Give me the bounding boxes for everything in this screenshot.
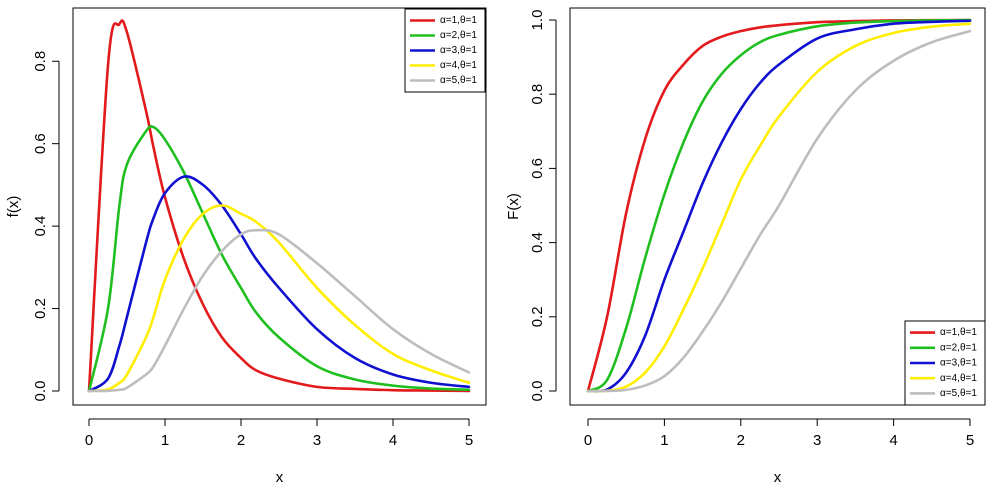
x-tick-label: 5 — [465, 432, 473, 449]
legend-label: α=5,θ=1 — [940, 388, 977, 399]
legend: α=1,θ=1 α=2,θ=1 α=3,θ=1 α=4,θ=1 α=5,θ=1 — [404, 8, 486, 93]
y-tick-label: 0.6 — [32, 133, 49, 154]
legend-label: α=2,θ=1 — [440, 30, 477, 41]
x-tick-label: 0 — [584, 432, 592, 449]
y-tick-label: 0.0 — [529, 381, 546, 402]
y-tick-label: 0.4 — [32, 216, 49, 237]
x-axis: 0 1 2 3 4 5 — [584, 418, 974, 449]
y-axis-title: f(x) — [5, 196, 22, 218]
y-tick-label: 0.6 — [529, 158, 546, 179]
series-line-5 — [586, 29, 972, 393]
legend-label: α=5,θ=1 — [440, 75, 477, 86]
series-line-4 — [586, 22, 972, 393]
x-tick-label: 1 — [161, 432, 169, 449]
legend-label: α=4,θ=1 — [440, 60, 477, 71]
legend: α=1,θ=1 α=2,θ=1 α=3,θ=1 α=4,θ=1 α=5,θ=1 — [904, 320, 986, 406]
series-line-2 — [87, 124, 471, 393]
y-axis: 0.0 0.2 0.4 0.6 0.8 — [32, 51, 60, 402]
x-tick-label: 2 — [237, 432, 245, 449]
legend-label: α=4,θ=1 — [940, 373, 977, 384]
series-line-3 — [586, 19, 972, 393]
plot-frame — [72, 7, 487, 406]
legend-label: α=1,θ=1 — [940, 327, 977, 338]
series-line-1 — [87, 19, 471, 393]
x-axis-title: x — [276, 469, 284, 486]
x-tick-label: 4 — [389, 432, 397, 449]
series-line-4 — [87, 204, 471, 393]
y-tick-label: 0.8 — [529, 84, 546, 105]
legend-label: α=1,θ=1 — [440, 15, 477, 26]
x-tick-label: 3 — [313, 432, 321, 449]
series-line-2 — [586, 18, 972, 393]
x-tick-label: 1 — [660, 432, 668, 449]
x-tick-label: 2 — [737, 432, 745, 449]
plot-frame — [569, 7, 986, 406]
y-axis: 0.0 0.2 0.4 0.6 0.8 1.0 — [529, 10, 557, 402]
legend-label: α=3,θ=1 — [440, 45, 477, 56]
x-tick-label: 4 — [889, 432, 897, 449]
series-line-5 — [87, 228, 471, 393]
x-axis: 0 1 2 3 4 5 — [85, 418, 473, 449]
series-line-3 — [87, 175, 471, 393]
y-tick-label: 0.8 — [32, 51, 49, 72]
x-tick-label: 0 — [85, 432, 93, 449]
y-tick-label: 1.0 — [529, 10, 546, 31]
y-tick-label: 0.0 — [32, 381, 49, 402]
chart-panel-1: 0 1 2 3 4 5 0.0 0.2 0.4 0.6 0.8 x f(x) α=1,θ=1 α=2,θ=1… — [5, 7, 487, 486]
y-tick-label: 0.4 — [529, 232, 546, 253]
y-tick-label: 0.2 — [32, 298, 49, 319]
y-axis-title: F(x) — [505, 193, 522, 220]
chart-panel-2: 0 1 2 3 4 5 0.0 0.2 0.4 0.6 0.8 1.0 x F(x) α=1,θ=1 α=2,… — [505, 7, 986, 486]
legend-label: α=2,θ=1 — [940, 342, 977, 353]
x-tick-label: 3 — [813, 432, 821, 449]
x-axis-title: x — [774, 469, 782, 486]
y-tick-label: 0.2 — [529, 306, 546, 327]
x-tick-label: 5 — [966, 432, 974, 449]
legend-label: α=3,θ=1 — [940, 358, 977, 369]
